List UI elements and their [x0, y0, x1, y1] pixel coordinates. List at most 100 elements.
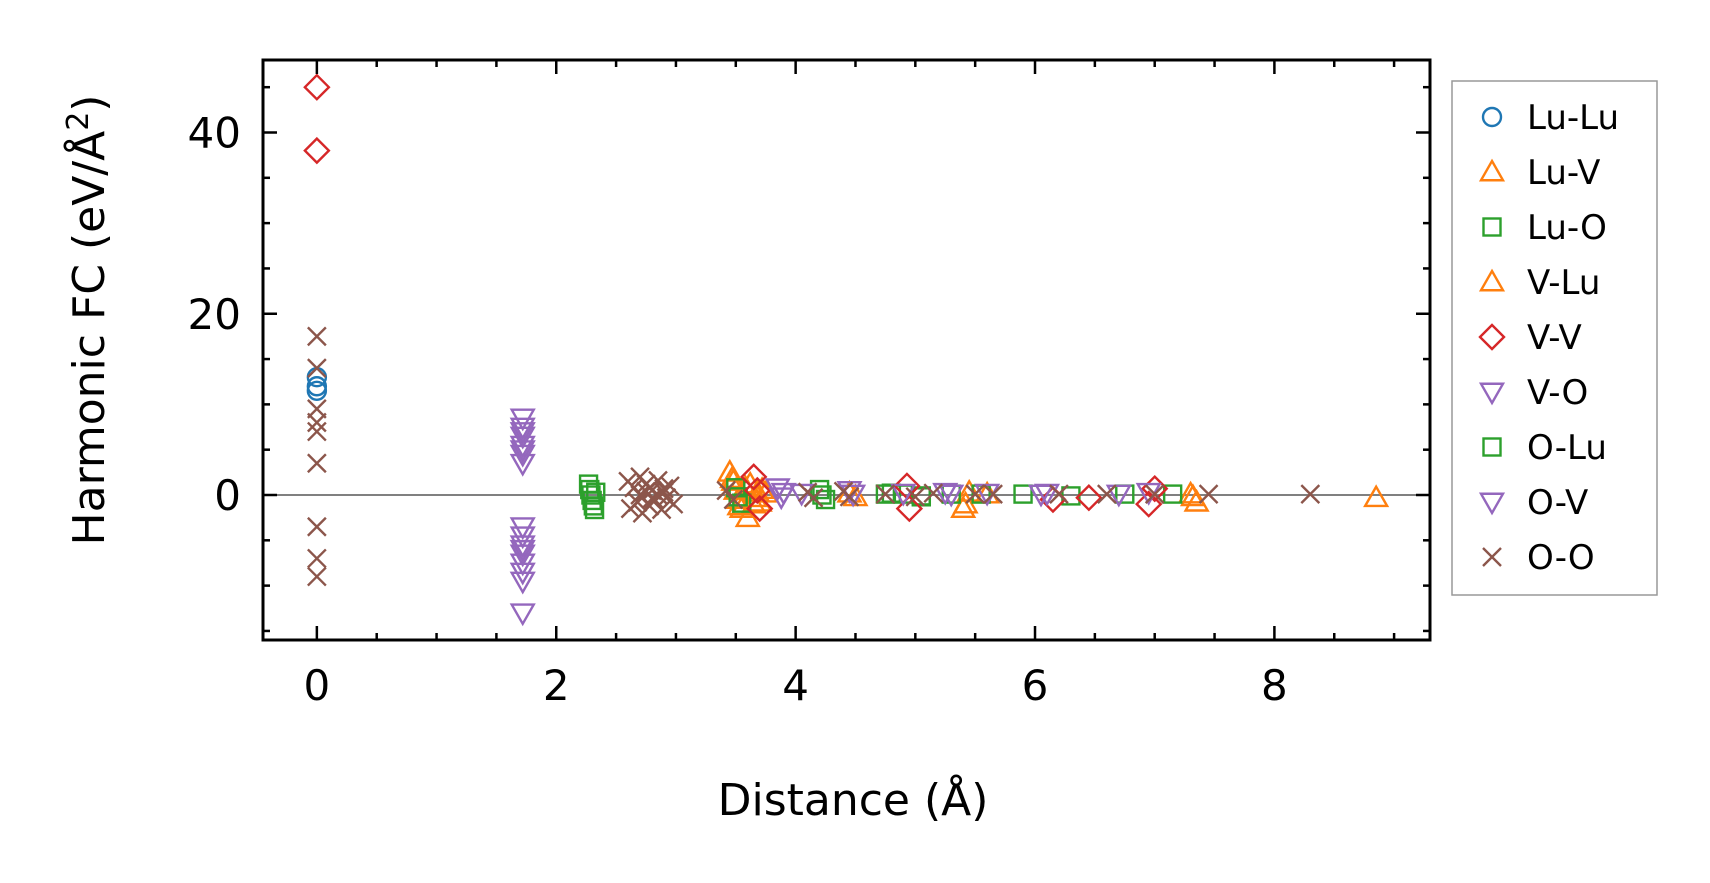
data-point: [965, 484, 986, 504]
legend-label: O-Lu: [1527, 428, 1607, 468]
axes: [261, 58, 1432, 642]
legend-item-o-lu: O-Lu: [1482, 428, 1607, 468]
legend-item-lu-v: Lu-V: [1478, 153, 1600, 193]
legend-label: Lu-V: [1527, 153, 1600, 193]
legend-item-lu-o: Lu-O: [1482, 208, 1607, 248]
data-point: [306, 380, 328, 401]
legend-item-o-v: O-V: [1478, 483, 1588, 523]
data-markers: [303, 73, 1390, 627]
data-point: [1198, 484, 1219, 504]
data-point: [732, 493, 752, 513]
legend-marker: [1481, 106, 1503, 128]
y-axis-label-superscript: 2: [61, 112, 96, 131]
plot-area: [263, 60, 1430, 640]
data-point: [905, 486, 926, 507]
data-point: [740, 490, 767, 514]
legend-item-v-v: V-V: [1478, 318, 1582, 358]
legend-item-o-o: O-O: [1482, 538, 1595, 578]
series-o-o: [307, 326, 1321, 587]
legend-marker: [1478, 492, 1506, 516]
data-point: [663, 494, 684, 514]
data-point: [1179, 483, 1207, 507]
data-point: [812, 485, 832, 505]
legend-label: O-V: [1527, 483, 1588, 523]
data-point: [938, 484, 965, 508]
data-point: [734, 504, 761, 528]
legend-marker: [1478, 158, 1506, 182]
data-point: [307, 326, 327, 347]
data-point: [1027, 484, 1055, 508]
legend-label: Lu-O: [1527, 208, 1607, 248]
data-point: [654, 478, 674, 499]
data-point: [743, 476, 772, 505]
x-tick-label: 8: [1261, 661, 1288, 710]
legend-item-lu-lu: Lu-Lu: [1481, 98, 1619, 138]
data-point: [303, 73, 331, 101]
data-point: [716, 480, 737, 501]
data-point: [1096, 484, 1117, 504]
data-point: [895, 494, 924, 523]
data-point: [660, 476, 680, 496]
data-point: [307, 516, 327, 537]
x-tick-label: 6: [1022, 661, 1049, 710]
data-point: [303, 136, 331, 165]
data-point: [803, 487, 824, 508]
data-point: [875, 484, 896, 504]
legend-label: V-Lu: [1527, 263, 1600, 303]
legend: Lu-Lu Lu-V Lu-O V-Lu V-V V-O O-Lu O-V O-O: [1451, 80, 1658, 596]
plot-frame: [261, 58, 1432, 642]
data-point: [740, 463, 768, 491]
data-point: [509, 422, 536, 445]
data-point: [1144, 484, 1165, 504]
y-tick-label: 0: [214, 471, 241, 520]
x-tick-label: 4: [782, 661, 809, 710]
data-point: [307, 412, 327, 433]
data-point: [1363, 484, 1390, 508]
data-point: [586, 482, 606, 502]
data-point: [307, 548, 327, 569]
data-point: [723, 489, 744, 510]
data-point: [509, 453, 536, 477]
legend-label: Lu-Lu: [1527, 98, 1619, 138]
legend-item-v-lu: V-Lu: [1478, 263, 1600, 303]
data-point: [1049, 484, 1069, 504]
legend-marker: [1478, 268, 1506, 292]
y-tick-label: 40: [188, 109, 241, 158]
data-point: [1105, 484, 1132, 508]
data-point: [307, 566, 327, 587]
y-axis-label-close: ): [64, 95, 115, 112]
legend-box: [1451, 80, 1658, 596]
data-point: [630, 485, 650, 505]
legend-item-v-o: V-O: [1478, 373, 1588, 413]
data-point: [307, 421, 327, 442]
data-point: [983, 484, 1003, 504]
legend-marker: [1478, 323, 1506, 351]
data-point: [509, 440, 536, 464]
data-point: [839, 486, 860, 507]
legend-label: O-O: [1527, 538, 1595, 578]
data-point: [768, 487, 795, 511]
data-point: [509, 603, 536, 627]
legend-marker: [1482, 547, 1502, 567]
data-point: [509, 571, 536, 595]
data-point: [1300, 484, 1321, 504]
x-axis-label: Distance (Å): [718, 773, 989, 826]
data-point: [932, 482, 959, 506]
tick-labels: 0 2 4 6 8 0 20 40: [188, 109, 1288, 711]
legend-marker: [1482, 217, 1502, 237]
data-point: [923, 483, 944, 504]
data-point: [1013, 484, 1033, 504]
data-point: [509, 539, 536, 563]
data-point: [642, 488, 662, 509]
legend-marker: [1478, 382, 1506, 406]
data-point: [307, 358, 327, 378]
x-tick-label: 0: [303, 661, 330, 710]
x-tick-label: 2: [543, 661, 570, 710]
y-axis-label-main: Harmonic FC (eV/Å: [62, 131, 115, 546]
data-point: [307, 453, 327, 474]
y-tick-label: 20: [188, 290, 241, 339]
legend-marker: [1482, 437, 1502, 457]
legend-label: V-V: [1527, 318, 1582, 358]
legend-label: V-O: [1527, 373, 1588, 413]
